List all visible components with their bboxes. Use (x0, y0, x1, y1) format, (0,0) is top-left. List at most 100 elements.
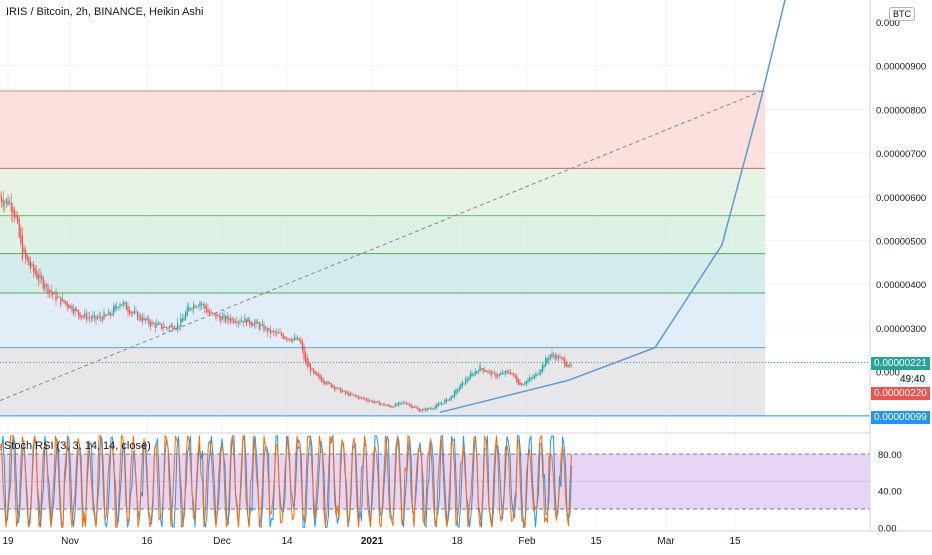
candle-body (383, 403, 385, 406)
candle-body (156, 323, 158, 326)
time-axis-label: Dec (213, 536, 231, 547)
candle-body (84, 312, 86, 317)
candle-body (261, 324, 263, 326)
candle-body (132, 312, 134, 314)
candle-body (530, 377, 532, 380)
candle-body (453, 390, 455, 397)
candle-body (511, 373, 513, 375)
time-axis-label: 16 (141, 536, 153, 547)
candle-body (242, 321, 244, 324)
candle-body (114, 305, 116, 311)
candle-body (52, 292, 54, 296)
candle-body (213, 313, 215, 315)
candle-body (157, 323, 159, 325)
candle-body (273, 331, 275, 333)
candle-body (489, 371, 491, 373)
candle-body (17, 215, 19, 223)
candle-body (508, 371, 510, 373)
candle-body (332, 385, 334, 387)
price-axis-label: 0.00000700 (876, 149, 926, 160)
candle-body (327, 381, 329, 384)
candle-body (281, 332, 283, 336)
candle-body (57, 297, 59, 299)
candle-body (109, 313, 111, 316)
candle-body (343, 391, 345, 393)
candle-body (121, 304, 123, 306)
candle-body (292, 338, 294, 341)
fib-zone (0, 347, 765, 416)
candle-body (329, 382, 331, 384)
candle-body (111, 314, 113, 316)
candle-body (330, 382, 332, 388)
fib-zone (0, 253, 765, 293)
candle-body (413, 406, 415, 408)
candle-body (149, 321, 151, 327)
time-axis-label: 18 (451, 536, 463, 547)
candle-body (476, 370, 478, 373)
candle-body (257, 322, 259, 324)
candle-body (4, 202, 6, 204)
candle-body (188, 306, 190, 312)
candle-body (561, 357, 563, 359)
price-axis-label: 0.00000600 (876, 193, 926, 204)
candle-body (501, 372, 503, 375)
candle-body (380, 403, 382, 405)
candle-body (145, 318, 147, 321)
candle-body (381, 403, 383, 405)
candle-body (431, 408, 433, 410)
candle-body (175, 328, 177, 330)
candle-body (474, 371, 476, 375)
candle-body (47, 285, 49, 295)
candle-body (97, 317, 99, 319)
candle-body (439, 403, 441, 405)
candle-body (377, 401, 379, 403)
candle-body (519, 382, 521, 385)
candle-body (487, 371, 489, 373)
candle-body (373, 401, 375, 403)
candle-body (308, 361, 310, 367)
candle-body (55, 293, 57, 302)
candle-body (129, 309, 131, 315)
candle-body (369, 400, 371, 402)
candle-body (196, 306, 198, 308)
candle-body (415, 407, 417, 409)
candle-body (348, 392, 350, 397)
candle-body (492, 372, 494, 374)
candle-body (420, 410, 422, 412)
candle-body (173, 327, 175, 330)
candle-body (127, 306, 129, 313)
candle-body (441, 402, 443, 405)
candle-body (135, 311, 137, 313)
currency-badge[interactable]: BTC (889, 7, 915, 21)
candle-body (143, 317, 145, 320)
candle-body (105, 314, 107, 316)
candle-body (191, 308, 193, 310)
candle-body (434, 406, 436, 409)
candle-body (485, 370, 487, 373)
candle-body (375, 401, 377, 403)
candle-body (449, 398, 451, 401)
candle-body (567, 364, 569, 368)
candle-body (497, 375, 499, 377)
fib-zone (0, 90, 765, 169)
candle-body (517, 379, 519, 385)
candle-body (92, 316, 94, 319)
candle-body (177, 322, 179, 329)
candle-body (301, 341, 303, 350)
candle-body (204, 304, 206, 309)
candle-body (445, 398, 447, 402)
candle-body (228, 317, 230, 320)
last-price-tag: 0.00000221 (871, 357, 930, 370)
candle-body (465, 378, 467, 384)
candle-body (319, 375, 321, 380)
candle-body (364, 398, 366, 400)
candle-body (471, 373, 473, 377)
candle-body (181, 318, 183, 323)
candle-body (447, 400, 449, 402)
stoch-rsi-title: Stoch RSI (3, 3, 14, 14, close) (4, 440, 151, 452)
candle-body (405, 402, 407, 405)
candle-body (207, 309, 209, 313)
candle-body (133, 310, 135, 313)
candle-body (234, 320, 236, 323)
